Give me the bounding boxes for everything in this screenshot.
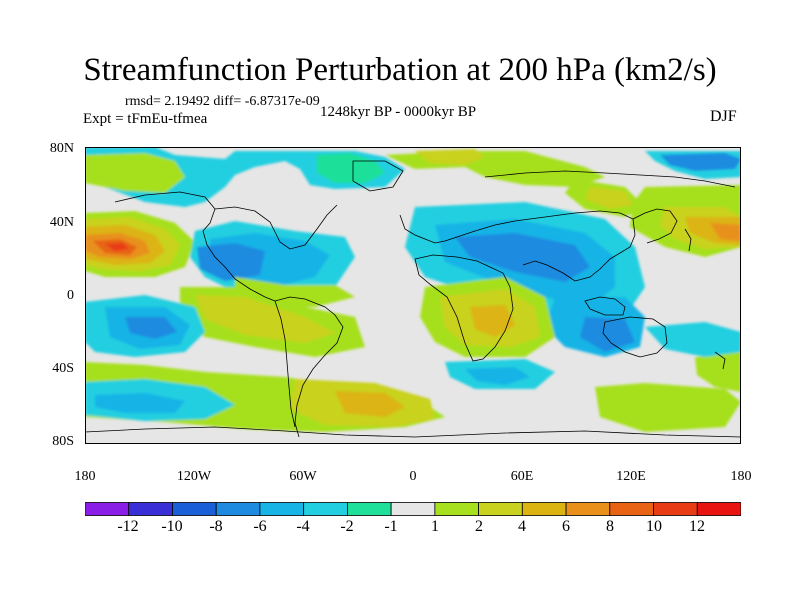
xtick-120e: 120E xyxy=(616,469,646,484)
ytick-80n: 80N xyxy=(49,141,74,156)
period-label: 1248kyr BP - 0000kyr BP xyxy=(320,104,477,120)
colorbar-label: 4 xyxy=(518,518,526,535)
ytick-0: 0 xyxy=(67,288,74,303)
colorbar-label: 12 xyxy=(689,518,705,535)
colorbar-label: -12 xyxy=(117,518,139,535)
colorbar-label: -8 xyxy=(209,518,223,535)
colorbar-swatch xyxy=(478,502,523,516)
colorbar-label: 6 xyxy=(562,518,570,535)
ytick-80s: 80S xyxy=(52,434,74,449)
colorbar-label: -6 xyxy=(253,518,267,535)
colorbar-label: -1 xyxy=(384,518,398,535)
colorbar-swatch xyxy=(259,502,305,516)
colorbar-swatch xyxy=(565,502,611,516)
colorbar-swatch xyxy=(85,502,130,516)
colorbar-label: -4 xyxy=(296,518,310,535)
colorbar-swatch xyxy=(521,502,567,516)
map-frame xyxy=(85,147,741,444)
plot-title: Streamfunction Perturbation at 200 hPa (… xyxy=(83,52,717,88)
colorbar-label: 10 xyxy=(646,518,662,535)
colorbar-swatch xyxy=(303,502,348,516)
colorbar-swatch xyxy=(390,502,436,516)
colorbar-swatch xyxy=(215,502,261,516)
colorbar-swatch xyxy=(434,502,479,516)
colorbar-swatch xyxy=(172,502,217,516)
xtick-180e: 180 xyxy=(730,469,752,484)
rmsd-stats: rmsd= 2.19492 diff= -6.87317e-09 xyxy=(125,94,320,109)
xtick-0: 0 xyxy=(409,469,417,484)
colorbar-swatch xyxy=(128,502,173,516)
ytick-40n: 40N xyxy=(49,215,74,230)
colorbar-swatch xyxy=(653,502,698,516)
ytick-40s: 40S xyxy=(52,361,74,376)
colorbar-label: 8 xyxy=(606,518,614,535)
xtick-60w: 60W xyxy=(289,469,317,484)
colorbar-label: 1 xyxy=(431,518,439,535)
colorbar-swatch xyxy=(346,502,392,516)
xtick-120w: 120W xyxy=(176,469,212,484)
colorbar-label: -10 xyxy=(161,518,183,535)
streamfunction-map xyxy=(85,147,741,444)
colorbar xyxy=(85,502,741,516)
experiment-label: Expt = tFmEu-tfmea xyxy=(83,111,208,127)
xtick-180w: 180 xyxy=(74,469,96,484)
colorbar-swatch xyxy=(609,502,654,516)
colorbar-label: 2 xyxy=(475,518,483,535)
colorbar-swatch xyxy=(696,502,741,516)
season-label: DJF xyxy=(710,108,737,125)
xtick-60e: 60E xyxy=(510,469,534,484)
colorbar-label: -2 xyxy=(340,518,354,535)
coastline-layer xyxy=(85,160,741,438)
